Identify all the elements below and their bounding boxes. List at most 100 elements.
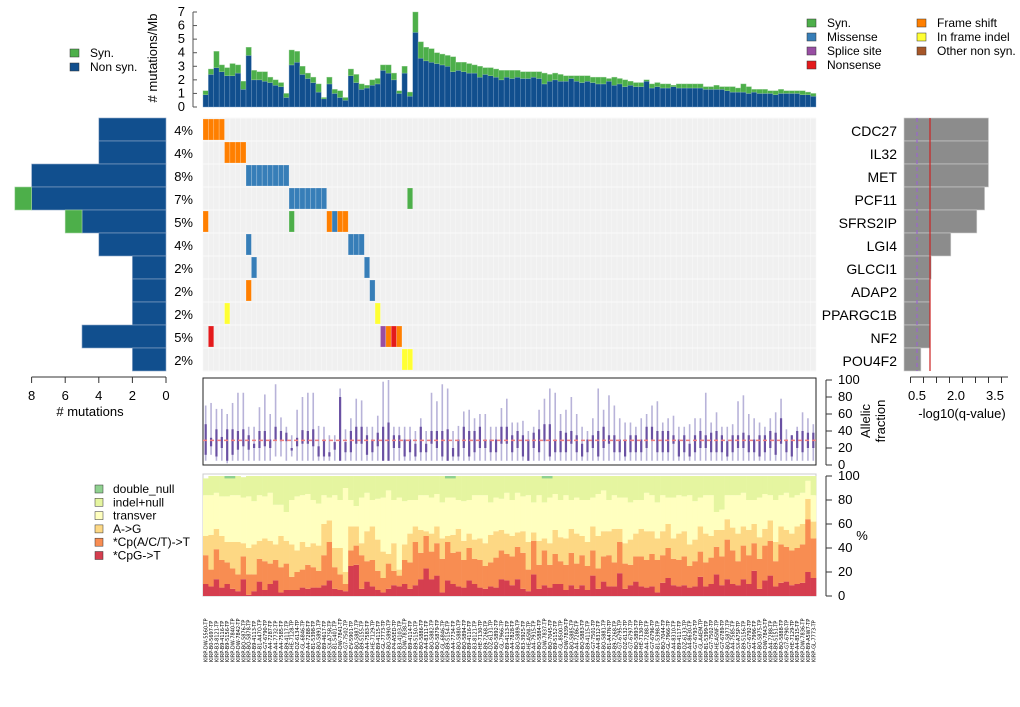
spectrum-transver-segment [364,492,370,532]
spectrum-atog-segment [477,538,483,560]
spectrum-cpg-segment [643,587,650,596]
spectrum-transver-segment [719,509,725,530]
spectrum-cpg-segment [294,590,301,596]
spectrum-cpact-segment [412,542,419,586]
spectrum-atog-segment [568,528,575,553]
spectrum-cpg-segment [606,586,612,596]
spectrum-indelnull-segment [622,476,629,498]
spectrum-indelnull-segment [740,476,747,493]
spectrum-cpg-segment [369,586,376,596]
spectrum-atog-segment [799,524,806,545]
spectrum-cpact-segment [660,555,666,583]
spectrum-indelnull-segment [283,476,290,512]
sample-label: KIRP-BQ-5877-TP [725,620,731,662]
spectrum-indelnull-segment [654,476,661,503]
rate-bar-nonsyn [283,97,290,108]
spectrum-cpact-segment [423,536,430,569]
spectrum-atog-segment [686,544,693,566]
rate-bar-nonsyn [213,67,220,108]
spectrum-transver-segment [289,500,295,545]
spectrum-cpg-segment [256,581,263,596]
sample-label: KIRP-G7-7502-TP [343,620,349,662]
rate-bar-syn [632,82,639,87]
rate-bar-nonsyn [589,82,596,108]
legend-swatch [806,60,817,70]
spectrum-transver-segment [724,495,731,520]
rate-bar-nonsyn [799,94,806,108]
spectrum-cpg-segment [794,584,801,596]
spectrum-cpg-segment [713,574,720,596]
mutation-cell [380,325,387,348]
spectrum-cpg-segment [434,575,440,596]
rate-bar-syn [665,83,672,89]
spectrum-cpact-segment [547,564,553,588]
spectrum-cpact-segment [364,561,370,582]
rate-bar-syn [428,48,435,63]
spectrum-cpg-segment [617,573,623,596]
sample-label: KIRP-BQ-5875-TP [758,620,764,662]
spectrum-transver-segment [509,500,516,536]
qvalue-bar [903,347,922,372]
spectrum-transver-segment [461,501,467,541]
rate-bar-syn [471,64,478,74]
spectrum-cpg-segment [380,592,387,596]
sample-label: KIRP-BQ-5885-TP [569,620,575,662]
spectrum-atog-segment [471,539,478,559]
sample-label: KIRP-G7-7502-TP [709,620,715,662]
spectrum-indelnull-segment [294,476,301,497]
spectrum-indelnull-segment [536,476,543,496]
spectrum-atog-segment [240,543,247,557]
spectrum-atog-segment [203,536,209,556]
rate-bar-syn [638,82,645,87]
spectrum-atog-segment [520,531,526,553]
rate-bar-syn [579,75,585,83]
spectrum-transver-segment [466,500,473,534]
rate-bar-nonsyn [745,93,752,108]
rate-bar-syn [654,82,661,87]
spectrum-indelnull-segment [568,476,575,500]
spectrum-indelnull-segment [332,476,338,496]
spectrum-cpact-segment [520,552,526,589]
rate-bar-syn [643,79,650,82]
spectrum-cpg-segment [315,587,322,596]
spectrum-cpact-segment [219,560,225,588]
rate-bar-syn [740,83,747,93]
sample-label: KIRP-BQ-5890-TP [387,620,393,662]
rate-bar-nonsyn [455,70,462,108]
spectrum-indelnull-segment [428,476,435,498]
gene-count-bar-syn [14,186,32,211]
spectrum-indelnull-segment [493,476,500,498]
gene-count-bar-nonsyn [132,301,167,326]
rate-bar-syn [401,66,408,74]
spectrum-cpact-segment [783,546,790,582]
spectrum-cpact-segment [434,543,440,576]
spectrum-atog-segment [735,533,742,562]
spectrum-cpact-segment [708,557,715,584]
spectrum-transver-segment [557,500,564,538]
spectrum-cpact-segment [617,542,623,574]
sample-label: KIRP-B9-4116-TP [220,621,226,662]
spectrum-cpg-segment [337,590,344,596]
legend-label: Syn. [827,16,851,30]
spectrum-atog-segment [208,534,215,570]
legend-label: Frame shift [937,16,998,30]
spectrum-cpact-segment [810,538,817,578]
qvalue-tick-label: 2.0 [947,388,965,403]
spectrum-atog-segment [600,531,607,557]
legend-label: In frame indel [937,30,1010,44]
sample-label: KIRP-B9-5151-TP [774,621,780,662]
sample-label: KIRP-BQ-5883-TP [580,620,586,662]
spectrum-cpg-segment [751,570,758,596]
spectrum-cpact-segment [746,555,752,584]
rate-bar-syn [735,87,741,93]
spectrum-indelnull-segment [289,476,295,500]
rate-tick-label: 7 [178,4,185,19]
rate-bar-nonsyn [520,78,526,108]
rate-bar-nonsyn [315,91,322,108]
legend-swatch [806,18,817,28]
sample-label: KIRP-BQ-5879-TP [435,620,441,662]
mutation-cell [277,164,284,187]
spectrum-atog-segment [321,524,327,556]
spectrum-atog-segment [789,533,795,551]
